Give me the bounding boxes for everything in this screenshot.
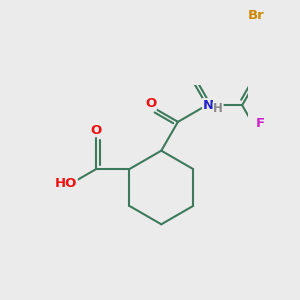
Text: O: O — [145, 97, 156, 110]
Text: H: H — [213, 102, 223, 115]
Text: N: N — [202, 99, 214, 112]
Text: F: F — [255, 117, 264, 130]
Text: Br: Br — [248, 9, 264, 22]
Text: HO: HO — [55, 177, 77, 190]
Text: O: O — [91, 124, 102, 136]
